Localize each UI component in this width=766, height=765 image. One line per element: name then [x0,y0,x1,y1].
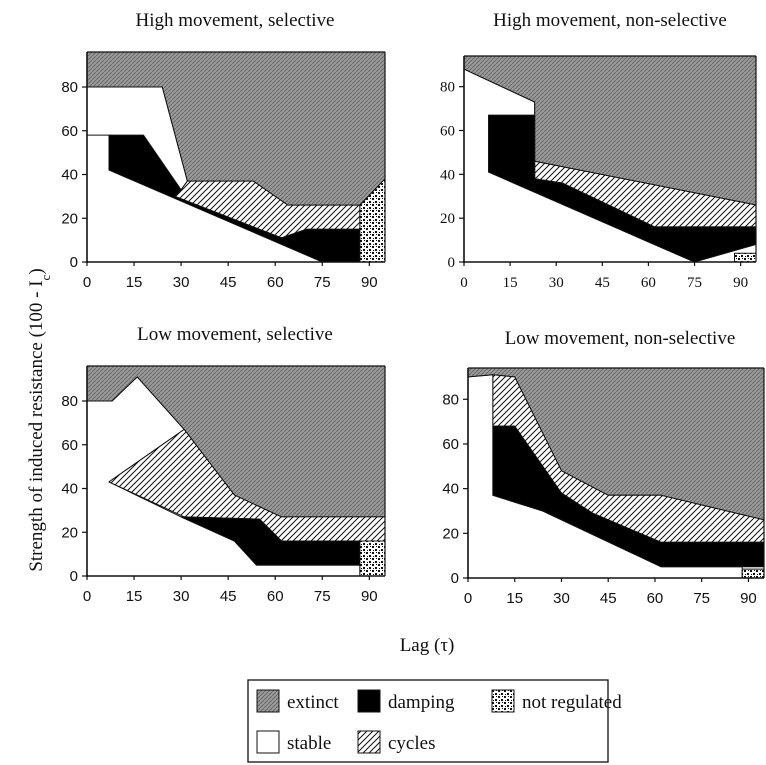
x-axis-label: Lag (τ) [400,635,455,656]
x-tick-label: 75 [693,590,710,607]
legend-swatch [357,730,381,754]
y-tick-label: 80 [61,393,78,410]
legend-swatch [256,689,280,713]
y-tick-label: 20 [61,524,78,541]
y-tick-label: 40 [61,167,78,184]
x-tick-label: 15 [506,590,523,607]
x-tick-label: 60 [267,588,284,605]
y-tick-label: 20 [61,210,78,227]
y-tick-label: 80 [61,79,78,96]
y-axis-label-main: Strength of induced resistance (100 - I [26,280,47,571]
panel-3: Low movement, selective 0 20 40 60 80 0 15 30 45 6… [61,324,386,605]
x-tick-label: 15 [503,275,518,291]
region-not-regulated [734,252,756,262]
y-tick-label: 20 [440,211,455,227]
y-tick-label: 40 [440,167,455,183]
panel-title: High movement, non-selective [493,10,727,31]
x-tick-label: 30 [549,275,564,291]
x-tick-label: 45 [600,590,617,607]
region-not-regulated [359,540,385,576]
x-tick-label: 60 [647,590,664,607]
y-tick-label: 0 [451,570,459,587]
panel-4: Low movement, non-selective 0 20 40 60 80 0 15 3… [442,328,765,607]
y-tick-label: 20 [442,525,459,542]
legend-swatch [491,689,515,713]
legend-item-cycles: cycles [357,730,435,754]
y-tick-label: 60 [61,123,78,140]
legend-frame [247,679,609,763]
y-tick-label: 0 [448,255,456,271]
y-tick-label: 0 [70,568,78,585]
y-tick-label: 60 [440,124,455,140]
panel-title: High movement, selective [136,10,335,31]
x-tick-label: 0 [464,590,472,607]
legend-label: cycles [388,733,435,754]
x-tick-label: 90 [361,274,378,291]
legend-item-not-regulated: not regulated [491,689,622,713]
panel-title: Low movement, selective [137,324,333,345]
legend-item-stable: stable [256,730,331,754]
y-tick-label: 0 [70,254,78,271]
region-damping [492,425,764,568]
legend-label: extinct [287,692,339,713]
x-tick-label: 0 [460,275,468,291]
y-axis-label-close: ) [26,268,47,274]
x-tick-label: 60 [267,274,284,291]
x-tick-label: 15 [126,274,143,291]
x-tick-label: 90 [733,275,748,291]
region-extinct [464,56,756,206]
x-tick-label: 60 [641,275,656,291]
region-damping [108,134,361,262]
legend-item-damping: damping [357,689,455,713]
panel-title: Low movement, non-selective [505,328,736,349]
x-tick-label: 45 [220,274,237,291]
legend-label: stable [287,733,331,754]
y-tick-label: 60 [442,436,459,453]
legend-label: not regulated [522,692,622,713]
x-tick-label: 0 [83,588,91,605]
x-tick-label: 30 [553,590,570,607]
panel-1: High movement, selective 0 20 40 60 80 0 15 30 45… [61,10,386,291]
legend-label: damping [388,692,455,713]
y-tick-label: 80 [442,391,459,408]
y-tick-label: 80 [440,80,455,96]
panel-2: High movement, non-selective 0 20 40 60 80 0 15… [440,10,757,291]
x-tick-label: 0 [83,274,91,291]
legend: extinct damping not regulated stable cycles [247,679,622,763]
x-tick-label: 45 [595,275,610,291]
y-tick-label: 40 [61,481,78,498]
legend-swatch [256,730,280,754]
x-tick-label: 90 [740,590,757,607]
region-damping [488,114,756,262]
x-tick-label: 75 [314,588,331,605]
x-tick-label: 30 [173,588,190,605]
y-axis-label-subscript: c [38,274,53,280]
x-tick-label: 30 [173,274,190,291]
y-tick-label: 40 [442,481,459,498]
legend-item-extinct: extinct [256,689,339,713]
region-not-regulated [359,178,385,262]
x-tick-label: 75 [314,274,331,291]
x-tick-label: 45 [220,588,237,605]
y-tick-label: 60 [61,437,78,454]
x-tick-label: 90 [361,588,378,605]
y-axis-label: Strength of induced resistance (100 - Ic… [26,268,53,571]
region-not-regulated [741,568,764,578]
x-tick-label: 15 [126,588,143,605]
x-tick-label: 75 [687,275,702,291]
legend-swatch [357,689,381,713]
